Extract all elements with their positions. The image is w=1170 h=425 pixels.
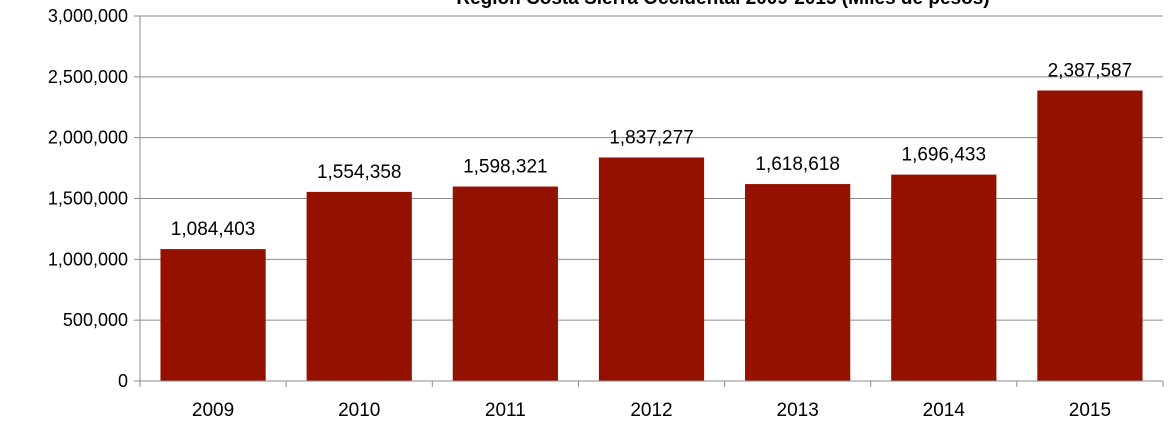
bars: 1,084,403 1,554,358 1,598,321 1,837,277 1,61… <box>160 61 1143 381</box>
y-tick-label: 2,500,000 <box>48 67 128 87</box>
data-label: 2,387,587 <box>1048 61 1133 82</box>
x-tick-label: 2012 <box>630 400 672 421</box>
y-tick-label: 1,000,000 <box>48 249 128 269</box>
bar <box>745 184 851 381</box>
x-tick-label: 2013 <box>777 400 819 421</box>
bar <box>1037 90 1143 381</box>
bar <box>598 157 705 381</box>
y-axis: 0 500,000 1,000,000 1,500,000 2,000,000 2,500… <box>48 6 141 391</box>
data-label: 1,084,403 <box>171 219 256 240</box>
data-label: 1,837,277 <box>609 127 694 148</box>
x-tick-label: 2011 <box>485 400 526 421</box>
y-tick-label: 500,000 <box>63 310 128 330</box>
x-tick-label: 2010 <box>338 400 380 421</box>
bar <box>452 186 558 381</box>
y-tick-label: 1,500,000 <box>48 189 128 209</box>
data-label: 1,554,358 <box>317 162 402 183</box>
x-tick-label: 2015 <box>1069 400 1111 421</box>
x-tick-label: 2009 <box>192 400 234 421</box>
y-tick-label: 0 <box>118 371 128 391</box>
bar <box>891 174 997 381</box>
data-label: 1,598,321 <box>463 157 548 178</box>
y-tick-label: 3,000,000 <box>48 6 128 26</box>
bar <box>306 191 412 381</box>
chart-title: Región Costa Sierra Occidental 2009-2015… <box>456 0 989 9</box>
data-label: 1,618,618 <box>755 154 840 175</box>
data-label: 1,696,433 <box>902 145 987 166</box>
x-axis: 2009 2010 2011 2012 2013 2014 2015 <box>139 380 1164 421</box>
y-tick-label: 2,000,000 <box>48 128 128 148</box>
bar <box>160 249 266 381</box>
x-tick-label: 2014 <box>923 400 966 421</box>
